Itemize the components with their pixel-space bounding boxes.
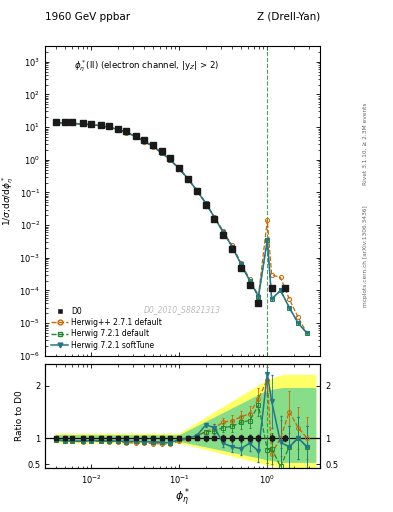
Text: 1960 GeV ppbar: 1960 GeV ppbar [45, 11, 130, 22]
Legend: D0, Herwig++ 2.7.1 default, Herwig 7.2.1 default, Herwig 7.2.1 softTune: D0, Herwig++ 2.7.1 default, Herwig 7.2.1… [49, 305, 164, 352]
Y-axis label: 1/$\sigma$;d$\sigma$/d$\phi_\eta^*$: 1/$\sigma$;d$\sigma$/d$\phi_\eta^*$ [1, 176, 17, 226]
Text: mcplots.cern.ch [arXiv:1306.3436]: mcplots.cern.ch [arXiv:1306.3436] [363, 205, 368, 307]
Text: D0_2010_S8821313: D0_2010_S8821313 [144, 305, 221, 314]
Text: $\phi_\eta^*$(ll) (electron channel, |y$_Z$| > 2): $\phi_\eta^*$(ll) (electron channel, |y$… [74, 58, 220, 74]
Y-axis label: Ratio to D0: Ratio to D0 [15, 391, 24, 441]
Text: Rivet 3.1.10, ≥ 2.3M events: Rivet 3.1.10, ≥ 2.3M events [363, 102, 368, 185]
X-axis label: $\phi_\eta^*$: $\phi_\eta^*$ [175, 487, 190, 509]
Text: Z (Drell-Yan): Z (Drell-Yan) [257, 11, 320, 22]
